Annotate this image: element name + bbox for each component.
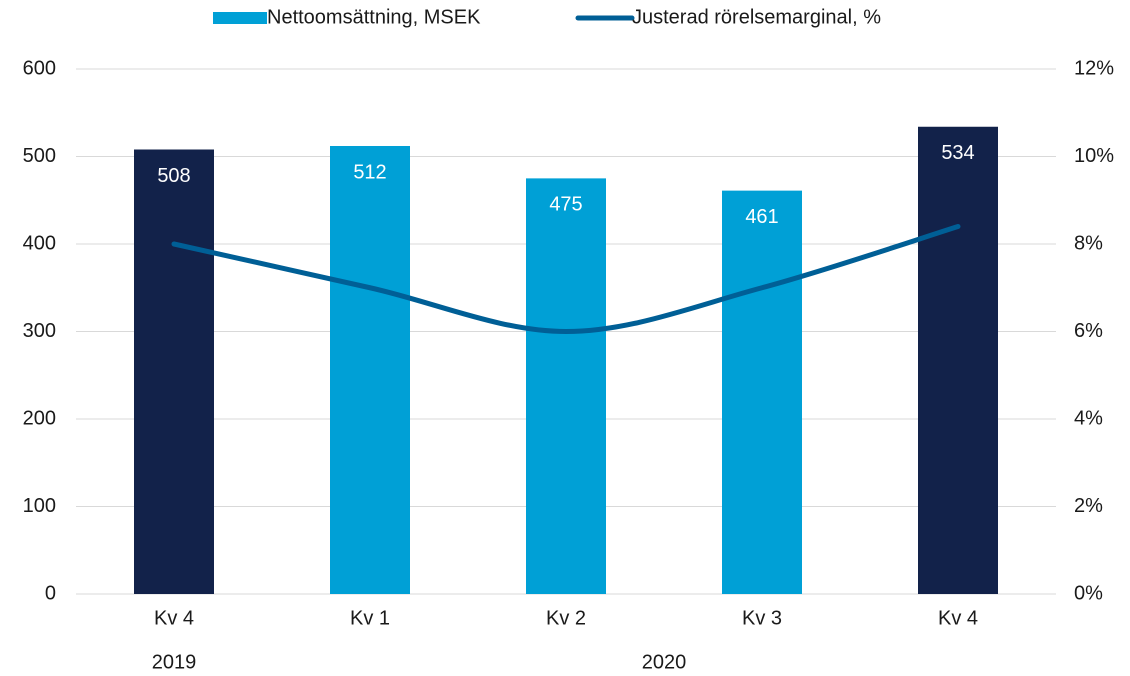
legend-label: Justerad rörelsemarginal, % <box>632 6 881 28</box>
data-label: 461 <box>745 206 778 228</box>
x-tick-label: Kv 4 <box>938 607 978 629</box>
bar <box>722 190 802 594</box>
y-tick-label: 600 <box>23 57 56 79</box>
y-tick-label: 400 <box>23 232 56 254</box>
x-tick-label: Kv 1 <box>350 607 390 629</box>
y-tick-label: 200 <box>23 407 56 429</box>
bar <box>330 146 410 594</box>
y-tick-label: 100 <box>23 495 56 517</box>
x-tick-label: Kv 2 <box>546 607 586 629</box>
y2-tick-label: 10% <box>1074 145 1114 167</box>
y2-tick-label: 0% <box>1074 582 1103 604</box>
bar <box>134 149 214 594</box>
y2-tick-label: 4% <box>1074 407 1103 429</box>
y-tick-label: 0 <box>45 582 56 604</box>
year-label: 2020 <box>642 651 687 673</box>
y2-tick-label: 6% <box>1074 320 1103 342</box>
y-tick-label: 500 <box>23 145 56 167</box>
y-tick-label: 300 <box>23 320 56 342</box>
data-label: 534 <box>941 142 974 164</box>
legend-swatch <box>213 12 267 24</box>
x-tick-label: Kv 3 <box>742 607 782 629</box>
y2-tick-label: 12% <box>1074 57 1114 79</box>
legend-label: Nettoomsättning, MSEK <box>267 6 481 28</box>
data-label: 508 <box>157 165 190 187</box>
y2-tick-label: 2% <box>1074 495 1103 517</box>
year-label: 2019 <box>152 651 197 673</box>
y2-tick-label: 8% <box>1074 232 1103 254</box>
data-label: 512 <box>353 161 386 183</box>
x-tick-label: Kv 4 <box>154 607 194 629</box>
bar <box>918 126 998 594</box>
line <box>171 224 961 335</box>
data-label: 475 <box>549 194 582 216</box>
bar <box>526 178 606 594</box>
